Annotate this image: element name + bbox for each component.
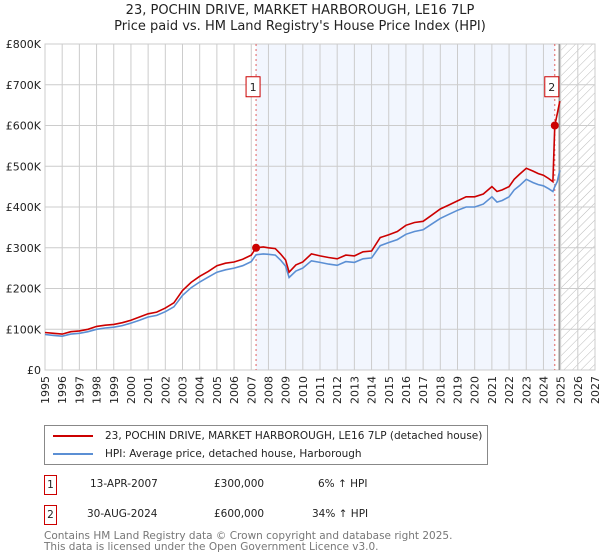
y-tick-label: £300K <box>6 242 42 255</box>
legend-swatch-red <box>53 435 93 437</box>
y-tick-label: £600K <box>6 120 42 133</box>
x-tick-label: 2018 <box>434 376 447 404</box>
plot-border <box>44 43 596 371</box>
x-tick-label: 1995 <box>39 376 52 404</box>
sale-hpi-delta: 34% ↑ HPI <box>312 508 369 520</box>
sale-hpi-delta: 6% ↑ HPI <box>318 478 368 490</box>
legend: 23, POCHIN DRIVE, MARKET HARBOROUGH, LE1… <box>44 425 488 465</box>
sale-point <box>550 121 559 130</box>
x-tick-label: 2011 <box>314 376 327 404</box>
footer-licence: This data is licensed under the Open Gov… <box>44 541 379 553</box>
x-tick-label: 2006 <box>228 376 241 404</box>
x-tick-label: 2026 <box>572 376 585 404</box>
chart-title: 23, POCHIN DRIVE, MARKET HARBOROUGH, LE1… <box>125 3 475 18</box>
chart-subtitle: Price paid vs. HM Land Registry's House … <box>114 19 486 34</box>
footer-copyright: Contains HM Land Registry data © Crown c… <box>44 530 453 542</box>
x-tick-label: 2014 <box>366 376 379 404</box>
hpi-line <box>44 170 561 338</box>
sale-price: £600,000 <box>214 508 265 520</box>
sale-price: £300,000 <box>214 478 265 490</box>
x-tick-label: 2015 <box>383 376 396 404</box>
y-tick-label: £700K <box>6 79 42 92</box>
sale-date: 30-AUG-2024 <box>87 508 158 520</box>
y-tick-label: £100K <box>6 323 42 336</box>
legend-label-property: 23, POCHIN DRIVE, MARKET HARBOROUGH, LE1… <box>105 430 483 442</box>
x-tick-label: 2008 <box>262 376 275 404</box>
x-tick-label: 2004 <box>194 376 207 404</box>
x-tick-label: 1998 <box>91 376 104 404</box>
x-tick-label: 2019 <box>452 376 465 404</box>
y-tick-label: £500K <box>6 160 42 173</box>
x-tick-label: 1997 <box>73 376 86 404</box>
y-tick-label: £0 <box>27 364 41 377</box>
x-tick-label: 2000 <box>125 376 138 404</box>
legend-swatch-blue <box>53 453 93 455</box>
x-tick-label: 2021 <box>486 376 499 404</box>
x-tick-label: 2025 <box>555 376 568 404</box>
property-price-line <box>44 100 561 335</box>
x-tick-label: 2010 <box>297 376 310 404</box>
x-tick-label: 1996 <box>56 376 69 404</box>
x-tick-label: 2001 <box>142 376 155 404</box>
x-tick-label: 2012 <box>331 376 344 404</box>
sale-marker-label: 1 <box>250 81 257 94</box>
x-tick-label: 2002 <box>159 376 172 404</box>
sale-date: 13-APR-2007 <box>90 478 158 490</box>
sale-marker-badge: 1 <box>44 475 57 495</box>
x-tick-label: 2003 <box>177 376 190 404</box>
x-tick-label: 2024 <box>537 376 550 404</box>
x-tick-label: 2023 <box>520 376 533 404</box>
x-tick-label: 2007 <box>245 376 258 404</box>
sale-marker-box <box>245 76 261 98</box>
legend-item-hpi: HPI: Average price, detached house, Harb… <box>53 446 362 462</box>
price-chart: 1995 1996 1997 1998 1999 2000 2001 2002 2003 2004… <box>6 38 600 404</box>
y-tick-label: £200K <box>6 283 42 296</box>
sale-marker-badge: 2 <box>44 505 57 525</box>
sale-point <box>252 243 261 252</box>
x-tick-label: 1999 <box>108 376 121 404</box>
footer: Contains HM Land Registry data © Crown c… <box>44 531 452 553</box>
x-tick-label: 2005 <box>211 376 224 404</box>
x-tick-label: 2027 <box>589 376 600 404</box>
sale-marker-label: 2 <box>548 81 555 94</box>
sale-marker-box <box>544 76 560 98</box>
x-tick-label: 2022 <box>503 376 516 404</box>
legend-item-property: 23, POCHIN DRIVE, MARKET HARBOROUGH, LE1… <box>53 428 482 444</box>
x-tick-label: 2017 <box>417 376 430 404</box>
x-tick-label: 2009 <box>280 376 293 404</box>
legend-label-hpi: HPI: Average price, detached house, Harb… <box>105 448 362 460</box>
x-tick-label: 2013 <box>348 376 361 404</box>
x-tick-label: 2016 <box>400 376 413 404</box>
x-tick-label: 2020 <box>469 376 482 404</box>
y-tick-label: £400K <box>6 201 42 214</box>
y-tick-label: £800K <box>6 38 42 51</box>
